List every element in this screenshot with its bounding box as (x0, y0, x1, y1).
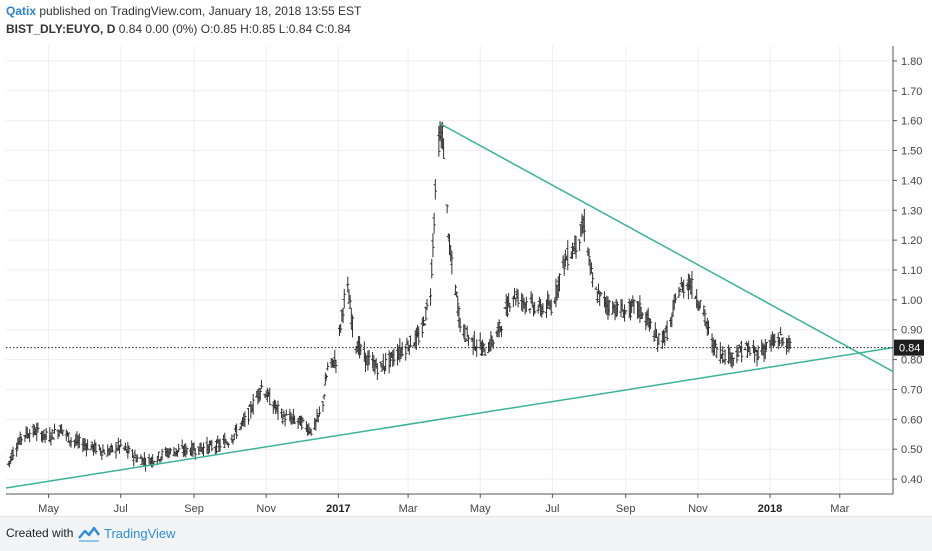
y-tick-label: 1.60 (901, 116, 922, 128)
x-tick-label: Nov (256, 503, 276, 515)
last-price-badge (894, 339, 924, 356)
x-tick-label: Nov (688, 503, 708, 515)
y-tick-label: 0.70 (901, 384, 922, 396)
x-tick-label: Mar (399, 503, 418, 515)
author-link[interactable]: Qatix (6, 4, 37, 18)
y-tick-label: 1.00 (901, 295, 922, 307)
y-tick-label: 0.40 (901, 474, 922, 486)
y-tick-label: 1.40 (901, 175, 922, 187)
x-tick-label: Jul (545, 503, 559, 515)
trendline-upper (439, 122, 894, 373)
x-tick-label: May (470, 503, 491, 515)
publish-text: published on TradingView.com, January 18… (39, 4, 362, 18)
trendline-lower (5, 346, 894, 489)
x-tick-label: Sep (616, 503, 636, 515)
y-tick-label: 1.30 (901, 205, 922, 217)
y-tick-label: 0.50 (901, 444, 922, 456)
y-tick-label: 1.50 (901, 146, 922, 158)
ohlc-values: 0.84 0.00 (0%) O:0.85 H:0.85 L:0.84 C:0.… (118, 22, 351, 36)
x-tick-label: Mar (830, 503, 849, 515)
last-price-label: 0.84 (899, 343, 920, 355)
tradingview-logo-icon (78, 526, 100, 542)
created-with-text: Created with (6, 526, 74, 540)
x-tick-label: 2018 (758, 503, 782, 515)
y-tick-label: 1.70 (901, 86, 922, 98)
x-tick-label: Sep (184, 503, 204, 515)
symbol-label: BIST_DLY:EUYO, D (6, 22, 116, 36)
y-tick-label: 1.10 (901, 265, 922, 277)
footer: Created with TradingView (0, 516, 932, 551)
y-tick-label: 0.80 (901, 355, 922, 367)
x-tick-label: 2017 (326, 503, 350, 515)
x-tick-label: May (38, 503, 59, 515)
y-tick-label: 1.20 (901, 235, 922, 247)
tradingview-brand[interactable]: TradingView (104, 526, 176, 541)
y-tick-label: 0.60 (901, 414, 922, 426)
publish-info: Qatix published on TradingView.com, Janu… (6, 4, 361, 18)
symbol-info: BIST_DLY:EUYO, D 0.84 0.00 (0%) O:0.85 H… (6, 22, 351, 36)
y-tick-label: 1.80 (901, 56, 922, 68)
x-tick-label: Jul (114, 503, 128, 515)
y-tick-label: 0.90 (901, 325, 922, 337)
price-chart[interactable]: 1.80 1.70 1.60 1.50 1.40 1.30 1.20 1.10 1.00 0.90… (0, 44, 932, 516)
